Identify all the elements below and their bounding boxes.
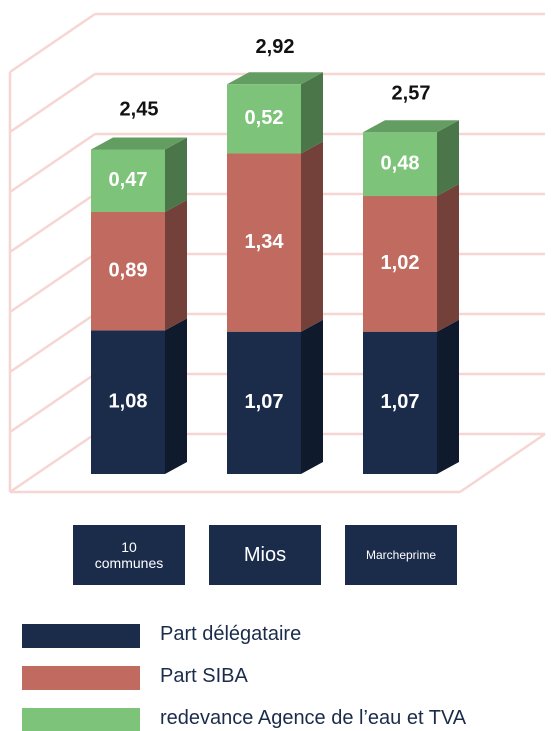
bar-side [301, 72, 323, 154]
value-label: 1,08 [109, 390, 148, 412]
bar [363, 196, 437, 332]
category-label: Mios [209, 525, 321, 585]
total-label: 2,92 [256, 36, 295, 58]
legend-label: redevance Agence de l’eau et TVA [160, 707, 467, 729]
category-label: 10 communes [73, 525, 185, 585]
legend-label: Part délégataire [160, 623, 302, 645]
value-label: 1,07 [381, 391, 420, 413]
bar-side [165, 137, 187, 212]
bar [91, 330, 165, 474]
value-label: 1,34 [245, 231, 285, 253]
value-label: 0,52 [245, 107, 284, 129]
bar-side [437, 184, 459, 332]
bar-side [437, 120, 459, 197]
bar-side [301, 141, 323, 332]
value-label: 0,48 [381, 152, 420, 174]
bar [227, 153, 301, 332]
bar-side [165, 318, 187, 474]
bar-top [91, 137, 187, 150]
legend-label: Part SIBA [160, 665, 248, 687]
category-label: Marcheprime [345, 525, 457, 585]
bar [363, 132, 437, 197]
legend-swatch [22, 708, 140, 731]
bar [227, 331, 301, 474]
value-label: 1,07 [245, 391, 284, 413]
bar-top [363, 120, 459, 133]
bar-side [165, 199, 187, 331]
total-label: 2,57 [392, 82, 431, 104]
bar [91, 149, 165, 212]
bar-side [437, 319, 459, 474]
value-label: 0,47 [109, 169, 148, 191]
bar [91, 211, 165, 331]
value-label: 1,02 [381, 252, 420, 274]
value-label: 0,89 [109, 259, 148, 281]
bar [227, 84, 301, 154]
legend-swatch [22, 666, 140, 690]
legend-swatch [22, 624, 140, 648]
bar-side [301, 319, 323, 474]
bar-top [227, 72, 323, 85]
bar [363, 331, 437, 474]
total-label: 2,45 [120, 98, 159, 120]
